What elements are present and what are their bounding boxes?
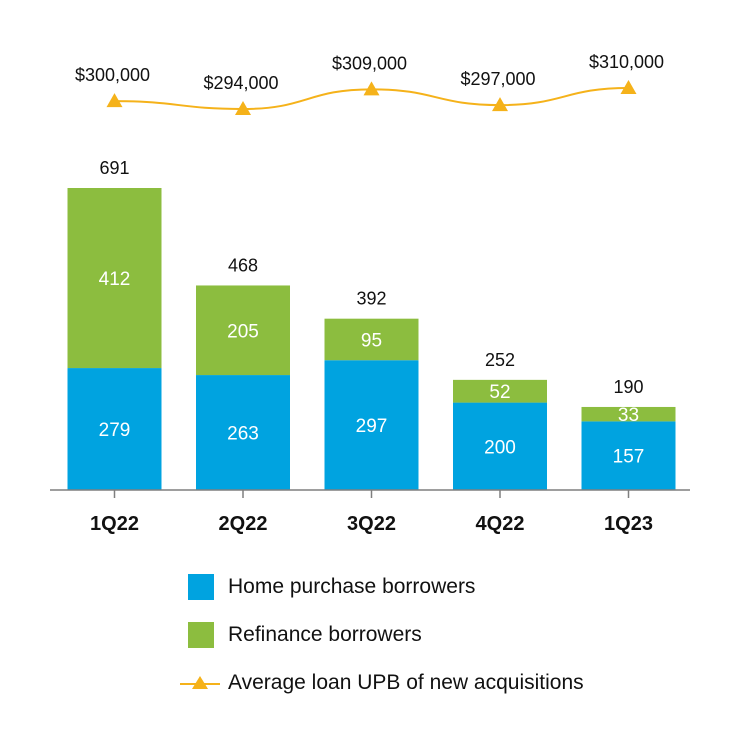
data-label-home-purchase-2Q22: 263 <box>227 424 259 445</box>
legend-label-home-purchase: Home purchase borrowers <box>228 575 476 598</box>
data-label-home-purchase-4Q22: 200 <box>484 437 516 458</box>
data-label-home-purchase-1Q23: 157 <box>613 447 645 468</box>
total-label-4Q22: 252 <box>485 350 515 370</box>
bar-home-purchase-3Q22 <box>324 360 419 490</box>
upb-label-1Q22: $300,000 <box>75 65 150 85</box>
bar-refinance-4Q22 <box>453 379 547 403</box>
total-label-2Q22: 468 <box>228 255 258 275</box>
upb-label-4Q22: $297,000 <box>460 69 535 89</box>
legend: Home purchase borrowers Refinance borrow… <box>180 563 584 707</box>
legend-item-upb: Average loan UPB of new acquisitions <box>180 659 584 707</box>
upb-marker-1Q22 <box>106 93 123 108</box>
data-label-refinance-4Q22: 52 <box>489 382 510 403</box>
legend-item-refinance: Refinance borrowers <box>180 611 584 659</box>
legend-label-refinance: Refinance borrowers <box>228 623 422 646</box>
x-tick-label-2Q22: 2Q22 <box>219 513 268 535</box>
data-label-home-purchase-1Q22: 279 <box>99 420 131 441</box>
bar-refinance-2Q22 <box>196 285 290 376</box>
data-label-refinance-2Q22: 205 <box>227 321 259 342</box>
data-label-refinance-1Q22: 412 <box>99 269 131 290</box>
data-label-refinance-3Q22: 95 <box>361 330 382 351</box>
upb-marker-1Q23 <box>620 80 637 94</box>
upb-marker-4Q22 <box>492 97 508 112</box>
upb-label-2Q22: $294,000 <box>203 73 278 93</box>
bar-home-purchase-4Q22 <box>453 402 547 490</box>
upb-label-1Q23: $310,000 <box>589 52 664 72</box>
legend-swatch-upb <box>180 676 220 689</box>
total-label-3Q22: 392 <box>356 289 386 309</box>
bar-refinance-1Q23 <box>581 406 676 422</box>
bar-refinance-1Q22 <box>67 188 162 369</box>
x-tick-label-3Q22: 3Q22 <box>347 513 396 535</box>
data-label-refinance-1Q23: 33 <box>618 405 639 426</box>
bar-group: 279 412 691 263 205 468 297 95 392 200 52 252 157 33 1… <box>67 158 676 490</box>
legend-swatch-home-purchase <box>188 574 214 600</box>
bar-home-purchase-2Q22 <box>196 375 290 490</box>
bar-home-purchase-1Q23 <box>581 421 676 490</box>
x-tick-label-1Q22: 1Q22 <box>90 513 139 535</box>
legend-swatch-refinance <box>188 622 214 648</box>
x-tick-label-4Q22: 4Q22 <box>476 513 525 535</box>
legend-item-home-purchase: Home purchase borrowers <box>180 563 584 611</box>
upb-line-group: $300,000 $294,000 $309,000 $297,000 $310,000 <box>75 52 664 115</box>
bar-refinance-3Q22 <box>324 318 419 361</box>
upb-label-3Q22: $309,000 <box>332 53 407 73</box>
x-tick-label-1Q23: 1Q23 <box>604 513 653 535</box>
upb-marker-3Q22 <box>363 81 380 96</box>
upb-marker-2Q22 <box>235 101 251 115</box>
total-label-1Q22: 691 <box>99 158 129 178</box>
x-ticks: 1Q22 2Q22 3Q22 4Q22 1Q23 <box>90 490 653 535</box>
data-label-home-purchase-3Q22: 297 <box>356 416 388 437</box>
total-label-1Q23: 190 <box>613 377 643 397</box>
bar-home-purchase-1Q22 <box>67 368 162 490</box>
legend-label-upb: Average loan UPB of new acquisitions <box>228 671 584 694</box>
